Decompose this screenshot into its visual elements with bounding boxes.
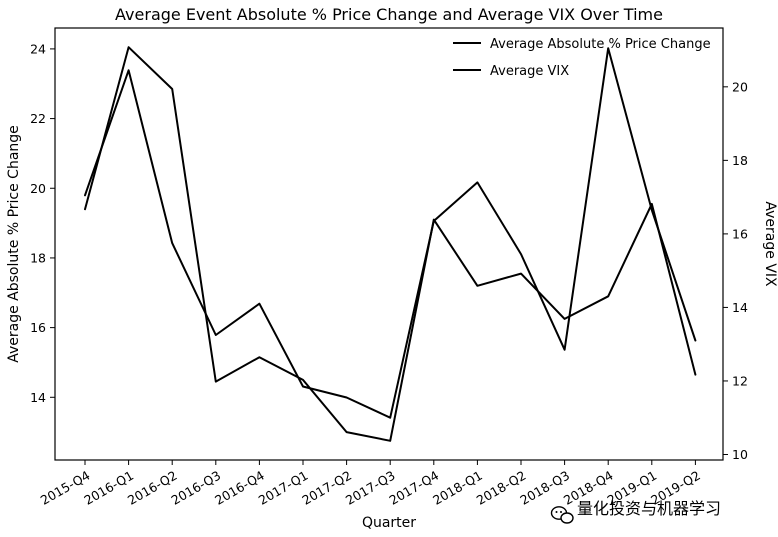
right-y-axis-label: Average VIX — [762, 201, 778, 287]
legend-label-2: Average VIX — [490, 64, 569, 79]
left-y-tick-label: 22 — [30, 111, 46, 126]
series-layer — [84, 46, 697, 442]
plot-border — [54, 27, 724, 461]
chart-title: Average Event Absolute % Price Change an… — [115, 5, 663, 24]
right-y-axis-ticks: 10 12 14 16 18 20 — [723, 79, 748, 462]
left-y-axis-ticks: 14 16 18 20 22 24 — [30, 41, 55, 405]
left-y-tick-label: 14 — [30, 390, 46, 405]
series-line-1 — [84, 46, 697, 442]
wechat-logo-icon — [550, 506, 574, 524]
right-y-tick-label: 10 — [732, 447, 748, 462]
left-y-tick-label: 24 — [30, 41, 46, 56]
right-y-tick-label: 14 — [732, 300, 748, 315]
series-line-2 — [84, 47, 697, 419]
right-y-tick-label: 12 — [732, 373, 748, 388]
legend-label-1: Average Absolute % Price Change — [490, 37, 711, 52]
right-y-tick-label: 18 — [732, 153, 748, 168]
plot-frame — [54, 27, 724, 461]
right-y-tick-label: 16 — [732, 226, 748, 241]
left-y-axis-label: Average Absolute % Price Change — [6, 125, 22, 363]
left-y-tick-label: 20 — [30, 181, 46, 196]
watermark: 量化投资与机器学习 — [550, 499, 721, 524]
legend: Average Absolute % Price Change Average V… — [453, 37, 711, 79]
left-y-tick-label: 16 — [30, 320, 46, 335]
left-y-tick-label: 18 — [30, 250, 46, 265]
right-y-tick-label: 20 — [732, 79, 748, 94]
x-axis-label: Quarter — [362, 515, 416, 531]
watermark-text: 量化投资与机器学习 — [577, 499, 721, 518]
